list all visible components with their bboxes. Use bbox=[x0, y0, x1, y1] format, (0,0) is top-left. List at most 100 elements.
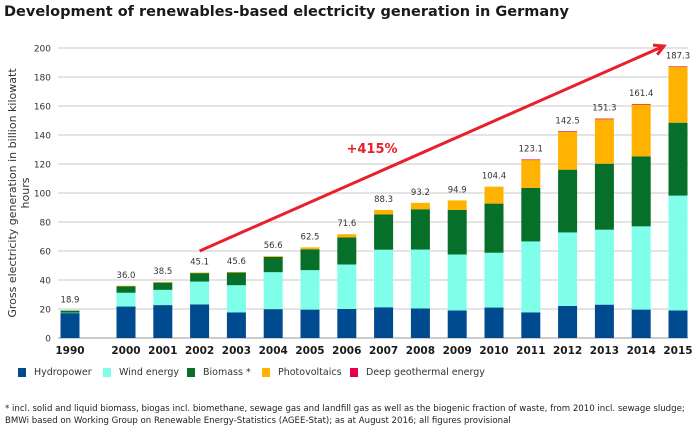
total-label: 56.6 bbox=[264, 241, 283, 251]
legend-item: Deep geothermal energy bbox=[350, 367, 485, 378]
bar-segment-hydropower bbox=[60, 312, 80, 338]
x-tick-label: 2005 bbox=[295, 345, 324, 357]
bar-segment-hydropower bbox=[153, 305, 173, 338]
legend-label: Deep geothermal energy bbox=[366, 367, 485, 378]
bar-segment-photovoltaics bbox=[226, 272, 246, 273]
total-label: 36.0 bbox=[117, 271, 136, 281]
bar-segment-wind-energy bbox=[410, 249, 430, 309]
bar-segment-photovoltaics bbox=[668, 66, 688, 123]
bar-segment-biomass bbox=[447, 209, 467, 255]
y-tick-label: 140 bbox=[34, 132, 51, 142]
total-label: 142.5 bbox=[555, 116, 579, 126]
bar-segment-hydropower bbox=[263, 309, 283, 338]
total-label: 18.9 bbox=[61, 296, 80, 306]
chart-title: Development of renewables-based electric… bbox=[4, 4, 569, 20]
total-label: 161.4 bbox=[629, 89, 653, 99]
x-tick-label: 2008 bbox=[406, 345, 435, 357]
bar-segment-wind-energy bbox=[337, 264, 357, 309]
bar-segment-photovoltaics bbox=[631, 104, 651, 157]
bar-segment-photovoltaics bbox=[374, 209, 394, 215]
y-tick-label: 40 bbox=[40, 277, 52, 287]
legend-swatch bbox=[350, 368, 358, 377]
total-label: 62.5 bbox=[301, 232, 320, 242]
y-axis-label: Gross electricity generation in billion … bbox=[6, 68, 32, 318]
legend-item: Hydropower bbox=[18, 367, 92, 378]
bar-segment-biomass bbox=[631, 156, 651, 227]
x-tick-label: 2004 bbox=[259, 345, 288, 357]
bar-segment-photovoltaics bbox=[116, 285, 136, 287]
legend-item: Photovoltaics bbox=[262, 367, 342, 378]
x-tick-label: 2015 bbox=[663, 345, 692, 357]
bar-segment-biomass bbox=[521, 187, 541, 242]
bar-segment-wind-energy bbox=[484, 252, 504, 308]
bar-segment-wind-energy bbox=[190, 281, 210, 305]
legend-label: Biomass * bbox=[203, 367, 251, 378]
x-tick-label: 2011 bbox=[516, 345, 545, 357]
bar-segment-deep-geothermal-energy bbox=[594, 118, 614, 120]
bar-segment-biomass bbox=[153, 282, 173, 290]
bar-segment-wind-energy bbox=[558, 232, 578, 306]
legend-swatch bbox=[103, 368, 111, 377]
x-tick-label: 2002 bbox=[185, 345, 214, 357]
bar-segment-hydropower bbox=[300, 309, 320, 338]
bar-segment-wind-energy bbox=[631, 226, 651, 310]
bar-segment-biomass bbox=[594, 163, 614, 230]
total-label: 123.1 bbox=[519, 145, 543, 155]
bar-segment-biomass bbox=[300, 249, 320, 271]
y-tick-label: 20 bbox=[40, 306, 52, 316]
bar-segment-photovoltaics bbox=[337, 234, 357, 238]
bar-segment-biomass bbox=[410, 209, 430, 250]
total-label: 45.6 bbox=[227, 257, 246, 267]
total-label: 45.1 bbox=[190, 258, 209, 268]
legend-label: Hydropower bbox=[34, 367, 92, 378]
bar-segment-photovoltaics bbox=[410, 202, 430, 210]
bar-segment-biomass bbox=[558, 169, 578, 233]
bar-segment-wind-energy bbox=[153, 289, 173, 306]
bar-segment-photovoltaics bbox=[190, 272, 210, 274]
legend: Hydropower Wind energy Biomass * Photovolta… bbox=[0, 367, 700, 383]
legend-label: Wind energy bbox=[119, 367, 179, 378]
y-tick-label: 180 bbox=[34, 74, 51, 84]
bar-segment-wind-energy bbox=[374, 249, 394, 308]
bar-segment-wind-energy bbox=[668, 195, 688, 311]
x-tick-label: 2013 bbox=[590, 345, 619, 357]
bar-segment-biomass bbox=[226, 272, 246, 286]
bar-segment-hydropower bbox=[668, 310, 688, 338]
bar-segment-wind-energy bbox=[521, 241, 541, 313]
bar-segment-hydropower bbox=[521, 312, 541, 338]
legend-label: Photovoltaics bbox=[278, 367, 342, 378]
bar-segment-deep-geothermal-energy bbox=[631, 103, 651, 105]
legend-swatch bbox=[262, 368, 270, 377]
footnote: * incl. solid and liquid biomass, biogas… bbox=[5, 404, 685, 426]
bar-segment-deep-geothermal-energy bbox=[668, 66, 688, 68]
legend-item: Wind energy bbox=[103, 367, 179, 378]
total-label: 38.5 bbox=[153, 267, 172, 277]
x-tick-label: 2012 bbox=[553, 345, 582, 357]
total-label: 104.4 bbox=[482, 172, 506, 182]
y-tick-label: 0 bbox=[45, 335, 51, 345]
bar-segment-biomass bbox=[668, 122, 688, 196]
legend-swatch bbox=[187, 368, 195, 377]
total-label: 93.2 bbox=[411, 188, 430, 198]
bar-segment-hydropower bbox=[374, 307, 394, 338]
total-label: 71.6 bbox=[337, 219, 356, 229]
x-tick-label: 2014 bbox=[627, 345, 656, 357]
growth-annotation: +415% bbox=[346, 142, 397, 157]
bar-segment-hydropower bbox=[410, 308, 430, 338]
bar-segment-deep-geothermal-energy bbox=[558, 131, 578, 132]
x-tick-label: 2010 bbox=[479, 345, 508, 357]
bar-segment-hydropower bbox=[594, 304, 614, 338]
bar-segment-biomass bbox=[337, 237, 357, 265]
y-tick-label: 60 bbox=[40, 248, 52, 258]
x-tick-label: 2007 bbox=[369, 345, 398, 357]
bar-segment-photovoltaics bbox=[558, 131, 578, 170]
bar-segment-photovoltaics bbox=[594, 118, 614, 164]
bar-segment-wind-energy bbox=[116, 292, 136, 307]
bar-segment-wind-energy bbox=[263, 272, 283, 310]
bar-segment-hydropower bbox=[631, 309, 651, 338]
y-tick-label: 80 bbox=[40, 219, 52, 229]
legend-item: Biomass * bbox=[187, 367, 251, 378]
bar-segment-photovoltaics bbox=[263, 256, 283, 257]
bar-segment-hydropower bbox=[558, 305, 578, 338]
bar-segment-wind-energy bbox=[226, 285, 246, 313]
